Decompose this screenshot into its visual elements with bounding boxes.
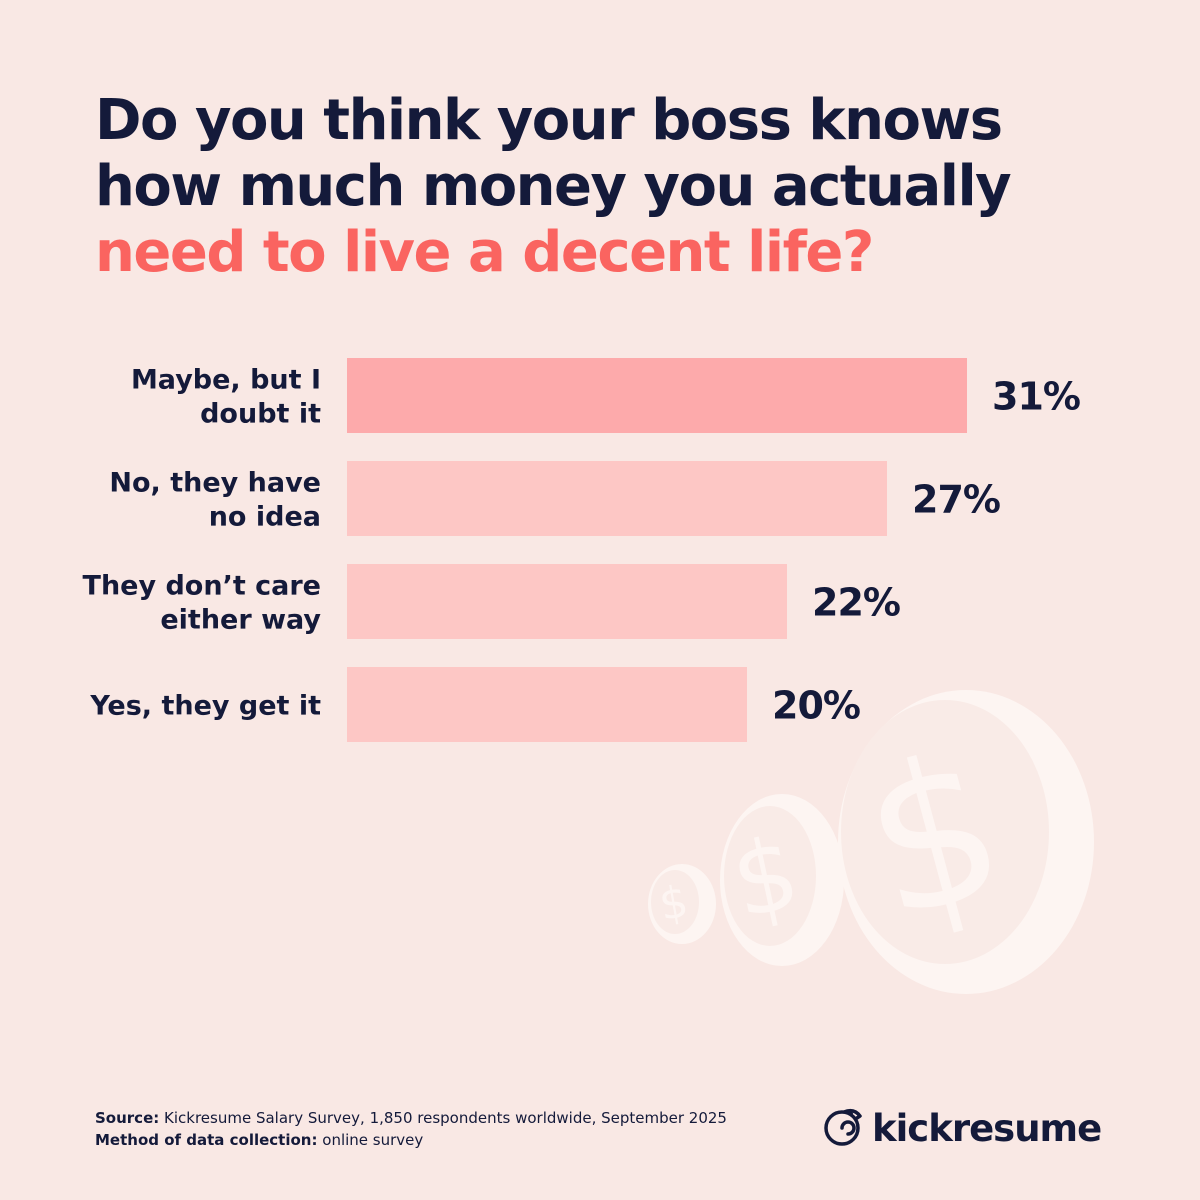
bar-2 [347, 461, 887, 536]
source-text: Kickresume Salary Survey, 1,850 responde… [164, 1109, 727, 1127]
method-line: Method of data collection: online survey [95, 1129, 727, 1151]
chameleon-logo-icon [820, 1104, 864, 1152]
category-label-2: No, they have no idea [109, 468, 321, 533]
title-line-1: Do you think your boss knows [95, 88, 1003, 153]
source-line: Source: Kickresume Salary Survey, 1,850 … [95, 1107, 727, 1129]
bar-4 [347, 667, 747, 742]
title-line-3-highlight: need to live a decent life? [95, 220, 874, 285]
brand-logo: kickresume [820, 1104, 1102, 1152]
bar-3 [347, 564, 787, 639]
value-label-2: 27% [912, 478, 1000, 522]
source-label: Source: [95, 1109, 160, 1127]
category-label-3: They don’t care either way [83, 571, 322, 636]
title-line-2: how much money you actually [95, 154, 1012, 219]
brand-name: kickresume [872, 1106, 1102, 1150]
method-label: Method of data collection: [95, 1131, 318, 1149]
category-label-4: Yes, they get it [89, 691, 321, 722]
method-text: online survey [322, 1131, 424, 1149]
chart-title: Do you think your boss knows how much mo… [95, 88, 1115, 286]
footer-notes: Source: Kickresume Salary Survey, 1,850 … [95, 1107, 727, 1151]
bar-1 [347, 358, 967, 433]
value-label-3: 22% [812, 581, 900, 625]
value-label-1: 31% [992, 375, 1080, 419]
dollar-coins-icon: $ $ $ [648, 690, 1094, 994]
value-label-4: 20% [772, 684, 860, 728]
